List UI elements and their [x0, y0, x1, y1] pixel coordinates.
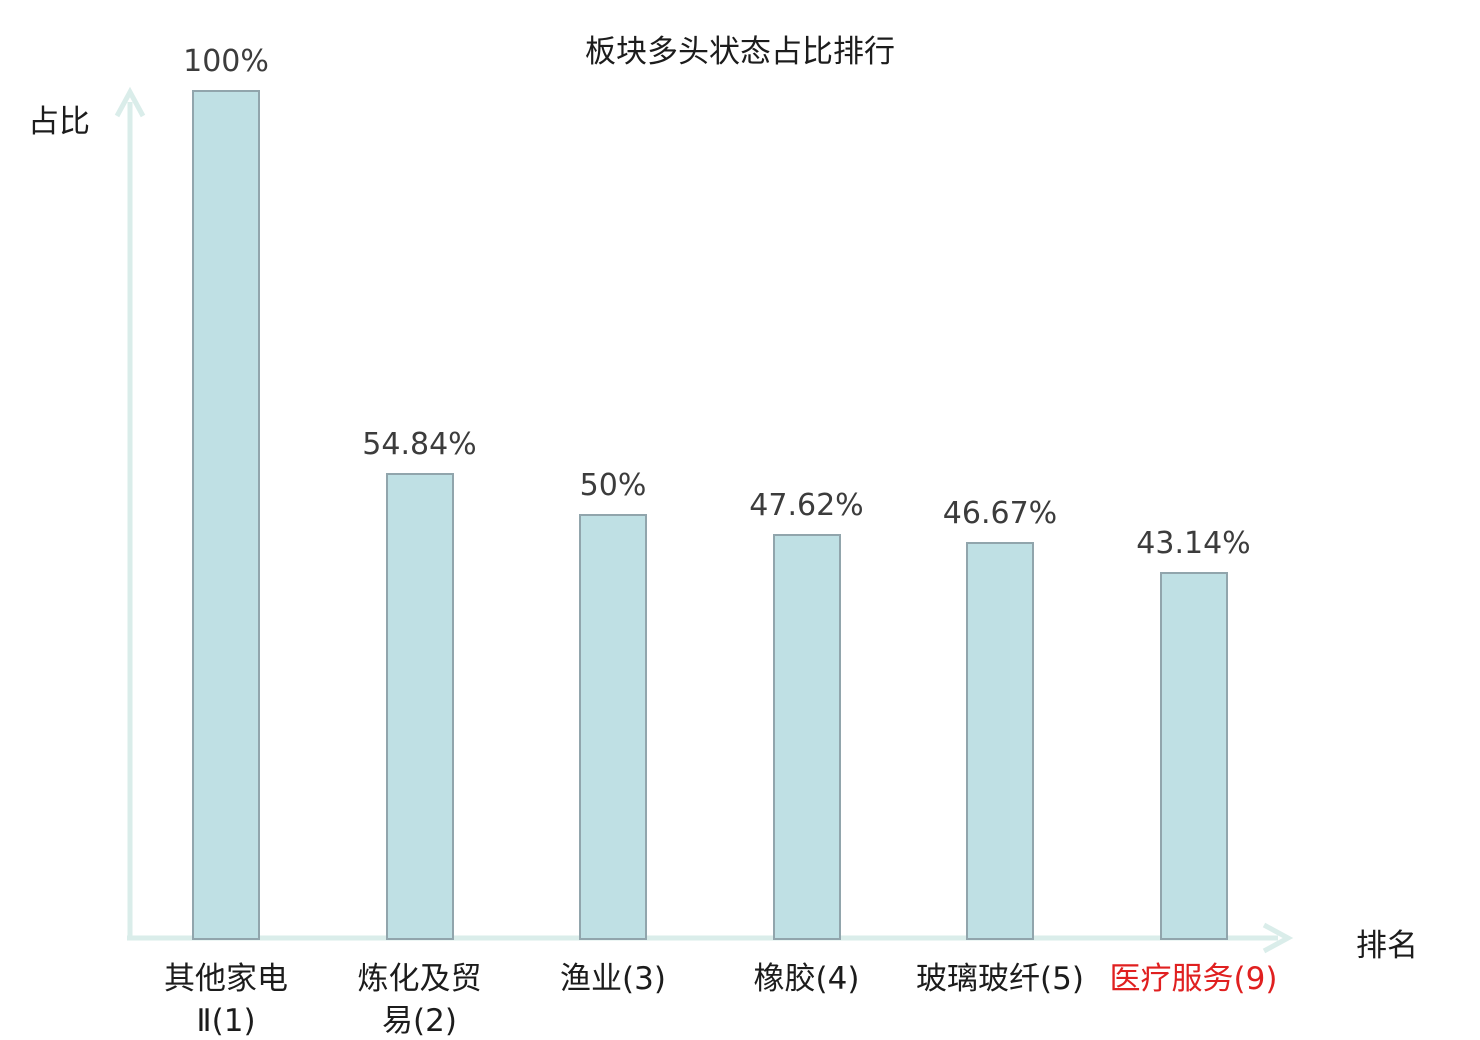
- bar: [192, 90, 260, 940]
- bar-value-label: 54.84%: [362, 427, 477, 462]
- bar-value-label: 100%: [183, 44, 269, 79]
- bar-category-label: 其他家电 Ⅱ(1): [164, 961, 288, 1039]
- bar-category-label: 炼化及贸 易(2): [357, 961, 482, 1039]
- y-axis-arrow-icon: [114, 86, 146, 118]
- bar: [772, 534, 841, 940]
- bar-category-label: 渔业(3): [560, 961, 666, 997]
- bar: [966, 542, 1034, 940]
- bar-value-label: 47.62%: [749, 488, 864, 523]
- bar-category-label: 医疗服务(9): [1109, 961, 1278, 997]
- bar-value-label: 46.67%: [942, 496, 1058, 531]
- bar-category-label: 玻璃玻纤(5): [916, 961, 1084, 997]
- x-axis-label: 排名: [1356, 928, 1418, 964]
- bar-value-label: 43.14%: [1136, 526, 1251, 561]
- bar: [1159, 572, 1228, 940]
- y-axis-label: 占比: [28, 104, 90, 140]
- bar-category-label: 橡胶(4): [753, 961, 860, 997]
- bar: [385, 473, 454, 940]
- bar-value-label: 50%: [579, 468, 647, 503]
- x-axis-arrow-icon: [1262, 922, 1294, 954]
- chart-title: 板块多头状态占比排行: [585, 34, 895, 70]
- bar: [579, 514, 647, 940]
